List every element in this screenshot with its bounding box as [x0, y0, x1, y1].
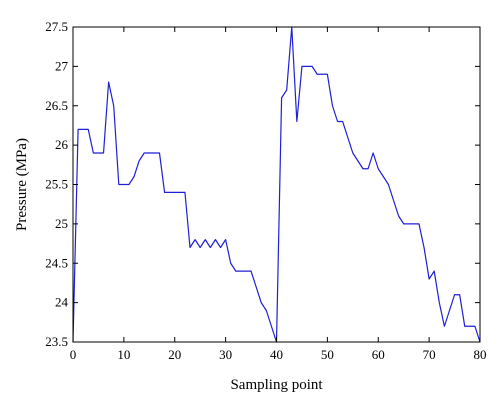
x-tick-label: 50 — [321, 347, 334, 362]
x-tick-label: 60 — [372, 347, 385, 362]
y-tick-label: 27.5 — [45, 19, 68, 34]
y-tick-label: 25.5 — [45, 177, 68, 192]
y-tick-label: 24.5 — [45, 255, 68, 270]
plot-content — [72, 26, 481, 343]
y-axis-label: Pressure (MPa) — [14, 138, 30, 231]
x-tick-label: 10 — [117, 347, 130, 362]
axis-ticks: 0 10 20 30 40 50 60 70 80 23.5 24 24.5 25 25.5 26 26.5 2… — [45, 19, 486, 362]
y-tick-label: 26.5 — [45, 98, 68, 113]
x-tick-label: 80 — [474, 347, 487, 362]
x-tick-label: 0 — [70, 347, 77, 362]
x-axis-label: Sampling point — [230, 377, 323, 393]
y-tick-label: 24 — [55, 295, 69, 310]
x-tick-label: 30 — [219, 347, 232, 362]
x-tick-label: 70 — [423, 347, 436, 362]
plot-frame — [72, 26, 481, 343]
y-tick-label: 23.5 — [45, 334, 68, 349]
y-tick-label: 27 — [55, 58, 69, 73]
series-line-0 — [72, 26, 481, 343]
y-tick-label: 25 — [55, 216, 68, 231]
x-tick-label: 40 — [270, 347, 283, 362]
x-tick-label: 20 — [168, 347, 181, 362]
y-tick-label: 26 — [55, 137, 69, 152]
